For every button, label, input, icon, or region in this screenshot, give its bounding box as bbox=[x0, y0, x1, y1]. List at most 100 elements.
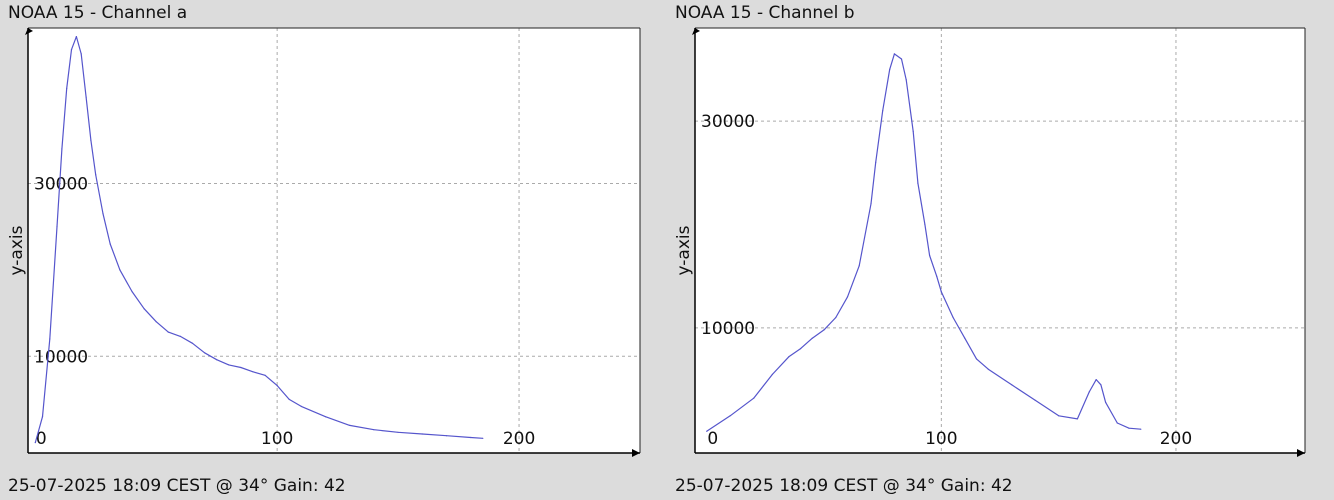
data-point bbox=[179, 335, 181, 337]
data-point bbox=[66, 87, 68, 90]
series-line bbox=[34, 36, 483, 443]
data-point bbox=[924, 223, 926, 226]
x-tick-label: 200 bbox=[1160, 429, 1192, 449]
x-axis-arrow bbox=[632, 449, 640, 457]
y-tick-label: 10000 bbox=[701, 319, 755, 339]
data-point bbox=[143, 308, 145, 310]
data-point bbox=[964, 337, 966, 339]
data-point bbox=[729, 415, 731, 417]
data-point bbox=[288, 398, 290, 400]
plot-area bbox=[28, 28, 640, 453]
y-tick-label: 30000 bbox=[34, 174, 88, 194]
chart-title: NOAA 15 - Channel a bbox=[8, 3, 188, 23]
data-point bbox=[900, 58, 903, 60]
data-point bbox=[41, 416, 44, 418]
data-point bbox=[936, 275, 938, 277]
data-point bbox=[940, 291, 942, 293]
data-point bbox=[70, 49, 73, 51]
data-point bbox=[870, 203, 872, 205]
data-point bbox=[1011, 384, 1013, 386]
data-point bbox=[167, 331, 169, 333]
data-point bbox=[75, 36, 77, 38]
data-point bbox=[102, 213, 104, 215]
y-tick-label: 30000 bbox=[701, 112, 755, 132]
y-axis-label: y-axis bbox=[674, 225, 694, 275]
data-point bbox=[276, 385, 278, 387]
chart-panel-channel-b: NOAA 15 - Channel b 0 100 200 10000 30000 y-a… bbox=[667, 0, 1334, 500]
data-point bbox=[771, 373, 773, 375]
data-point bbox=[753, 397, 755, 399]
data-point bbox=[975, 358, 978, 360]
x-tick-label: 100 bbox=[261, 429, 293, 449]
data-point bbox=[706, 430, 708, 432]
data-point bbox=[252, 371, 254, 373]
x-axis-arrow bbox=[1297, 449, 1305, 457]
data-point bbox=[34, 442, 36, 444]
data-point bbox=[929, 254, 931, 257]
data-point bbox=[811, 337, 813, 339]
data-point bbox=[1088, 391, 1090, 393]
data-point bbox=[952, 316, 954, 319]
data-point bbox=[204, 352, 206, 354]
data-point bbox=[216, 359, 218, 361]
data-point bbox=[85, 96, 87, 98]
y-axis-label: y-axis bbox=[7, 225, 27, 275]
data-point bbox=[912, 130, 914, 132]
data-point bbox=[228, 364, 230, 366]
data-point bbox=[131, 290, 133, 293]
y-axis-arrow bbox=[25, 28, 33, 35]
chart-footer: 25-07-2025 18:09 CEST @ 34° Gain: 42 bbox=[675, 476, 1013, 496]
data-point bbox=[264, 374, 266, 376]
data-point bbox=[846, 296, 849, 298]
data-point bbox=[300, 405, 302, 407]
x-tick-label: 0 bbox=[36, 429, 47, 449]
data-point bbox=[56, 226, 58, 228]
data-point bbox=[835, 316, 837, 319]
data-point bbox=[90, 139, 92, 141]
data-point bbox=[1034, 399, 1036, 401]
x-tick-label: 200 bbox=[503, 429, 535, 449]
data-point bbox=[191, 342, 194, 344]
data-point bbox=[1128, 427, 1130, 429]
data-point bbox=[1140, 428, 1142, 430]
data-point bbox=[889, 68, 891, 70]
data-point bbox=[155, 321, 157, 323]
y-tick-label: 10000 bbox=[34, 347, 88, 367]
data-point bbox=[800, 348, 802, 350]
data-point bbox=[482, 437, 484, 439]
data-point bbox=[324, 416, 327, 418]
data-point bbox=[349, 424, 351, 426]
data-point bbox=[1116, 422, 1118, 424]
x-tick-label: 0 bbox=[707, 429, 718, 449]
data-point bbox=[470, 436, 472, 439]
data-point bbox=[1076, 418, 1078, 420]
x-tick-label: 100 bbox=[925, 429, 957, 449]
data-point bbox=[875, 161, 877, 163]
data-point bbox=[61, 148, 63, 150]
data-point bbox=[1058, 415, 1060, 417]
data-point bbox=[1105, 401, 1107, 403]
data-point bbox=[397, 431, 399, 433]
data-point bbox=[893, 53, 895, 55]
chart-plot: 0 100 200 10000 30000 y-axis bbox=[7, 27, 641, 457]
chart-footer: 25-07-2025 18:09 CEST @ 34° Gain: 42 bbox=[8, 476, 346, 496]
data-point bbox=[445, 435, 448, 437]
y-axis-arrow bbox=[692, 28, 700, 35]
data-point bbox=[788, 356, 790, 358]
data-point bbox=[987, 368, 989, 370]
data-point bbox=[1100, 384, 1102, 386]
chart-plot: 0 100 200 10000 30000 y-axis bbox=[674, 27, 1306, 457]
data-point bbox=[119, 269, 121, 271]
data-point bbox=[823, 329, 825, 331]
data-point bbox=[373, 429, 375, 431]
data-point bbox=[95, 174, 97, 176]
data-point bbox=[917, 182, 919, 184]
data-point bbox=[421, 433, 423, 435]
data-point bbox=[1095, 379, 1097, 381]
chart-panel-channel-a: NOAA 15 - Channel a 0 100 200 10000 30000 y-a… bbox=[7, 3, 641, 496]
data-point bbox=[905, 79, 907, 81]
data-point bbox=[858, 265, 860, 267]
chart-title: NOAA 15 - Channel b bbox=[675, 3, 855, 23]
data-point bbox=[240, 366, 242, 369]
data-point bbox=[49, 338, 51, 340]
